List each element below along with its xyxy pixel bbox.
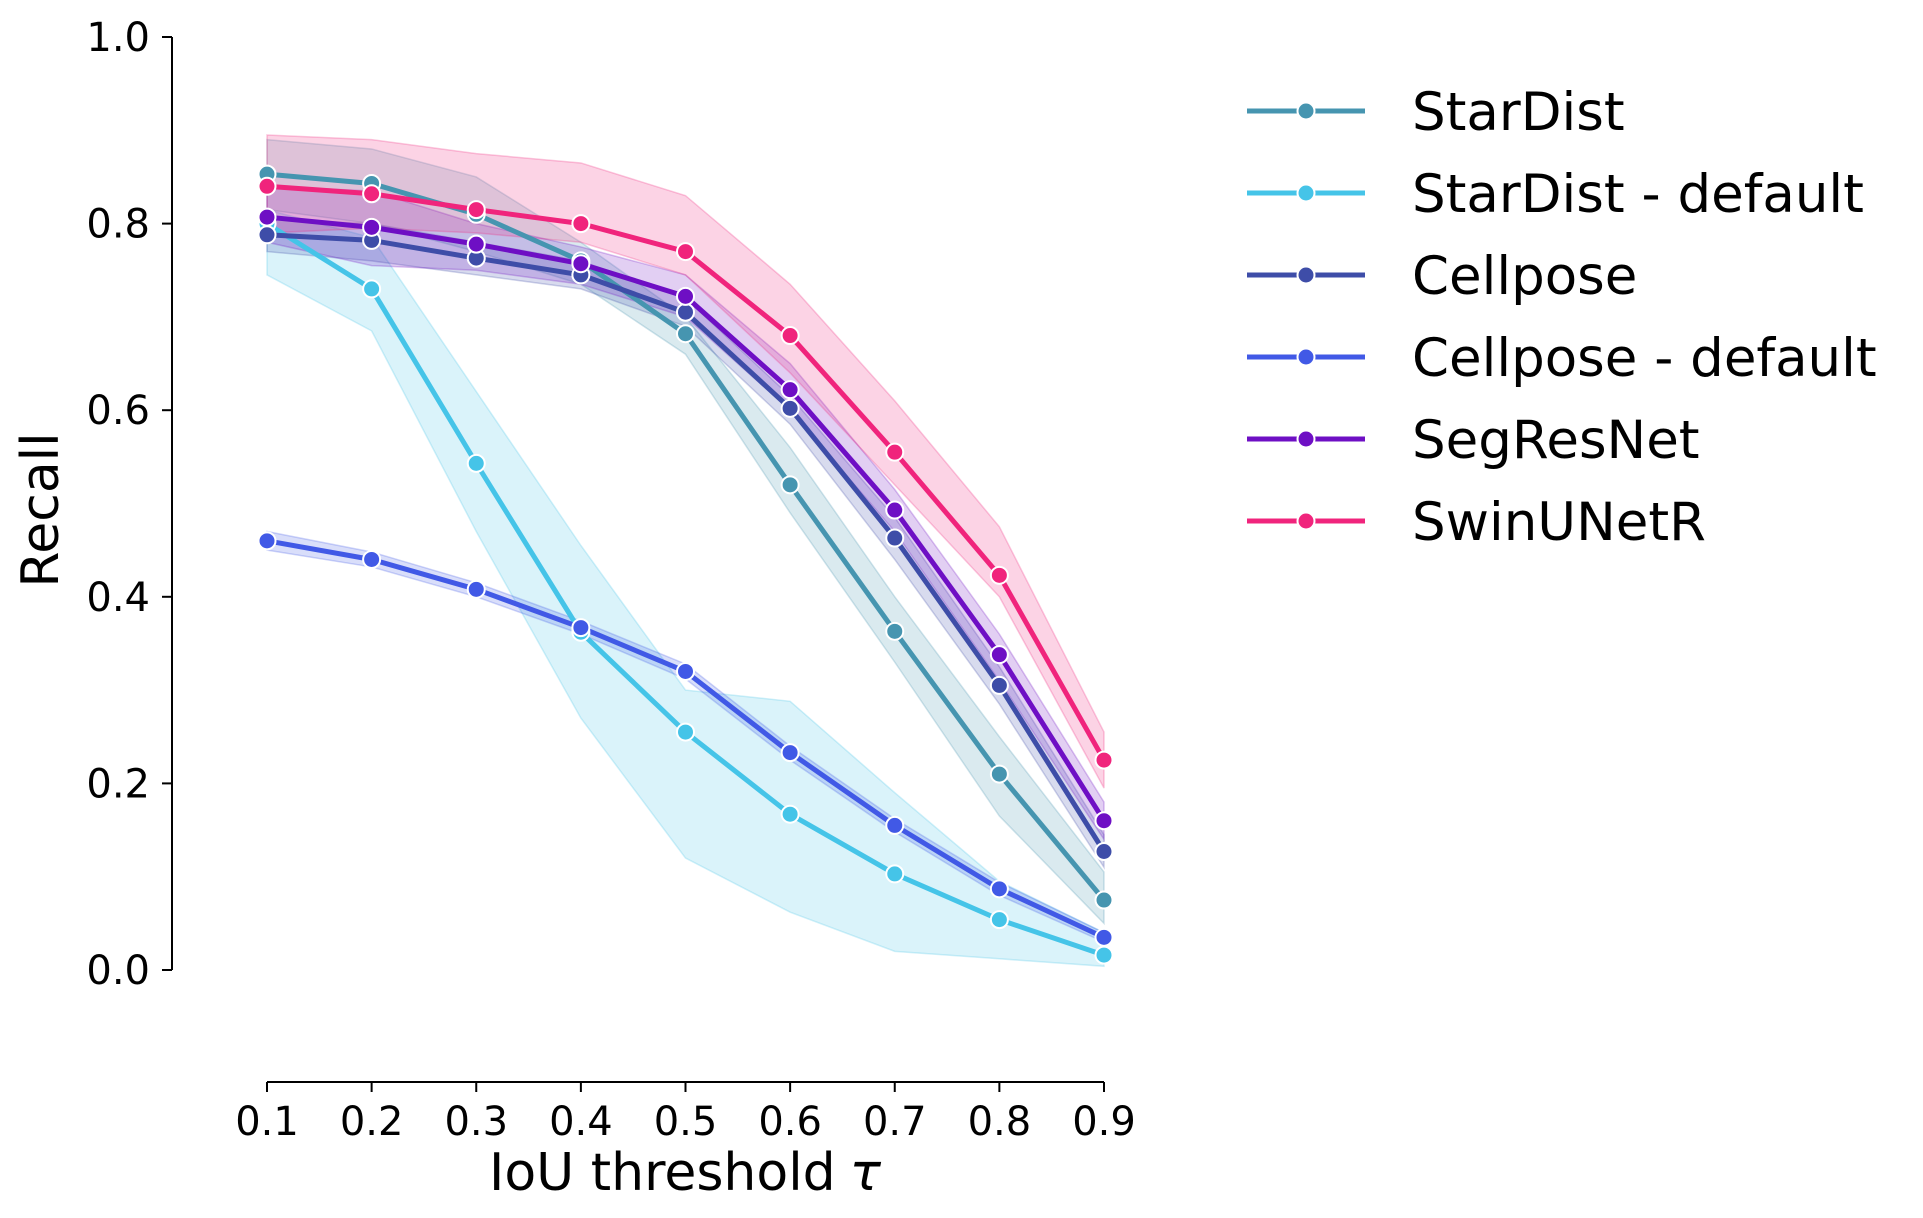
point-cellpose-default	[571, 618, 591, 638]
band-stardist-default	[266, 208, 1105, 968]
legend-item-stardist: StarDist	[1247, 82, 1625, 143]
x-tick-label: 0.4	[549, 1099, 613, 1145]
legend-item-segresnet: SegResNet	[1247, 410, 1700, 471]
point-segresnet	[885, 500, 905, 520]
legend: StarDist StarDist - default Cellpose Cellpo…	[1247, 82, 1877, 553]
y-tick-label: 0.8	[86, 202, 150, 248]
point-stardist-default	[362, 279, 382, 299]
point-cellpose-default	[989, 879, 1009, 899]
legend-item-cellpose-default: Cellpose - default	[1247, 328, 1877, 389]
series-markers	[257, 164, 1114, 965]
point-segresnet	[1094, 811, 1114, 831]
point-cellpose-default	[1094, 927, 1114, 947]
legend-marker-segresnet	[1296, 429, 1316, 449]
point-swinunetr	[1094, 750, 1114, 770]
point-swinunetr	[571, 214, 591, 234]
legend-label: Cellpose - default	[1412, 328, 1877, 389]
legend-item-cellpose: Cellpose	[1247, 246, 1637, 307]
point-cellpose-default	[780, 743, 800, 763]
x-tick-label: 0.5	[654, 1099, 718, 1145]
point-swinunetr	[362, 184, 382, 204]
x-tick-label: 0.6	[758, 1099, 822, 1145]
point-stardist	[780, 475, 800, 495]
point-stardist-default	[989, 910, 1009, 930]
point-segresnet	[466, 234, 486, 254]
y-tick-label: 0.4	[86, 575, 150, 621]
point-stardist	[676, 324, 695, 344]
point-segresnet	[362, 217, 382, 237]
point-cellpose	[885, 528, 905, 548]
legend-item-stardist-default: StarDist - default	[1247, 164, 1864, 225]
point-cellpose	[989, 675, 1009, 695]
legend-label: SwinUNetR	[1412, 492, 1706, 553]
point-stardist	[1094, 890, 1114, 910]
point-cellpose	[1094, 842, 1114, 862]
y-axis-ticks: 0.0 0.2 0.4 0.6 0.8 1.0	[86, 15, 172, 994]
point-cellpose-default	[466, 579, 486, 599]
point-swinunetr	[780, 326, 800, 346]
point-cellpose-default	[885, 815, 905, 835]
point-swinunetr	[676, 242, 695, 262]
y-tick-label: 0.0	[86, 948, 150, 994]
x-axis-ticks: 0.1 0.2 0.3 0.4 0.5 0.6 0.7 0.8 0.9	[235, 1082, 1136, 1145]
point-swinunetr	[989, 565, 1009, 585]
point-stardist-default	[676, 722, 695, 742]
legend-item-swinunetr: SwinUNetR	[1247, 492, 1706, 553]
legend-marker-stardist	[1296, 101, 1316, 121]
point-swinunetr	[257, 176, 277, 196]
point-cellpose	[676, 302, 695, 322]
point-segresnet	[676, 286, 695, 306]
legend-label: StarDist	[1412, 82, 1625, 143]
x-tick-label: 0.8	[968, 1099, 1032, 1145]
x-tick-label: 0.2	[340, 1099, 404, 1145]
point-cellpose-default	[362, 549, 382, 569]
point-stardist-default	[466, 453, 486, 473]
point-segresnet	[780, 380, 800, 400]
point-cellpose-default	[676, 661, 695, 681]
legend-marker-stardist-default	[1296, 183, 1316, 203]
legend-marker-cellpose-default	[1296, 347, 1316, 367]
x-tick-label: 0.9	[1072, 1099, 1136, 1145]
point-cellpose	[257, 225, 277, 245]
legend-marker-cellpose	[1296, 265, 1316, 285]
point-segresnet	[989, 645, 1009, 665]
point-segresnet	[257, 207, 277, 227]
point-stardist-default	[885, 864, 905, 884]
point-stardist	[885, 621, 905, 641]
band-swinunetr	[266, 134, 1105, 789]
legend-label: SegResNet	[1412, 410, 1700, 471]
x-axis-title: IoU threshold τ	[489, 1143, 882, 1203]
point-cellpose	[780, 398, 800, 418]
point-stardist	[989, 764, 1009, 784]
x-axis-title-text: IoU threshold	[489, 1143, 836, 1203]
legend-marker-swinunetr	[1296, 511, 1316, 531]
legend-label: StarDist - default	[1412, 164, 1864, 225]
x-tick-label: 0.3	[444, 1099, 508, 1145]
y-tick-label: 1.0	[86, 15, 150, 61]
y-axis-title: Recall	[11, 432, 71, 587]
point-cellpose-default	[257, 531, 277, 551]
x-tick-label: 0.7	[863, 1099, 927, 1145]
x-tick-label: 0.1	[235, 1099, 299, 1145]
point-segresnet	[571, 254, 591, 274]
point-swinunetr	[885, 442, 905, 462]
legend-label: Cellpose	[1412, 246, 1637, 307]
x-axis-title-symbol: τ	[850, 1143, 882, 1203]
point-stardist-default	[1094, 945, 1114, 965]
y-tick-label: 0.6	[86, 388, 150, 434]
point-stardist-default	[780, 804, 800, 824]
y-tick-label: 0.2	[86, 761, 150, 807]
point-swinunetr	[466, 200, 486, 220]
